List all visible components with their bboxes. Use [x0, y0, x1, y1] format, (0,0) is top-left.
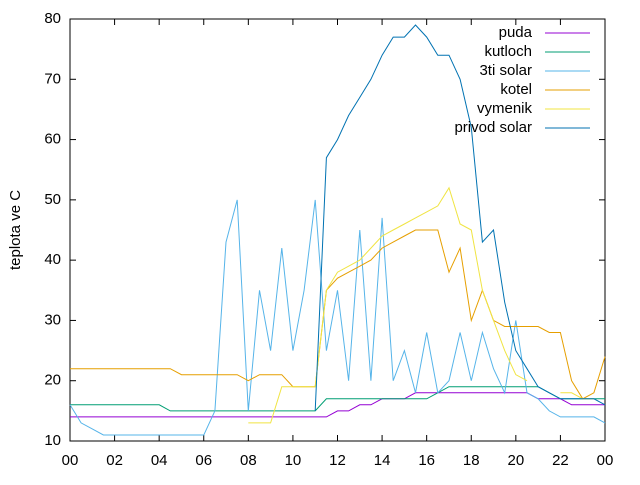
series-line: [314, 24, 606, 411]
y-tick-label: 80: [44, 10, 61, 27]
x-tick-label: 04: [151, 452, 168, 469]
y-tick-label: 50: [44, 191, 61, 208]
y-tick-label: 20: [44, 372, 61, 389]
x-tick-label: 14: [374, 452, 391, 469]
series-line: [248, 186, 594, 424]
legend-label: vymenik: [477, 100, 533, 117]
x-tick-label: 18: [463, 452, 480, 469]
legend-label: puda: [499, 24, 533, 41]
x-tick-label: 22: [552, 452, 569, 469]
legend-label: 3ti solar: [479, 62, 532, 79]
x-tick-label: 02: [106, 452, 123, 469]
x-tick-label: 16: [418, 452, 435, 469]
x-tick-label: 12: [329, 452, 346, 469]
legend-label: privod solar: [454, 119, 532, 136]
x-tick-label: 00: [597, 452, 614, 469]
legend-label: kotel: [500, 81, 532, 98]
x-tick-label: 10: [285, 452, 302, 469]
y-tick-label: 10: [44, 432, 61, 449]
y-tick-label: 40: [44, 251, 61, 268]
series-line: [70, 386, 605, 412]
series-line: [69, 199, 606, 436]
y-tick-label: 30: [44, 311, 61, 328]
series-line: [70, 229, 606, 400]
x-tick-label: 08: [240, 452, 257, 469]
x-tick-label: 20: [507, 452, 524, 469]
series-line: [70, 392, 605, 418]
x-tick-label: 06: [195, 452, 212, 469]
legend-label: kutloch: [484, 43, 532, 60]
y-tick-label: 60: [44, 131, 61, 148]
y-axis-label: teplota ve C: [7, 190, 24, 270]
x-tick-label: 00: [62, 452, 79, 469]
y-tick-label: 70: [44, 70, 61, 87]
